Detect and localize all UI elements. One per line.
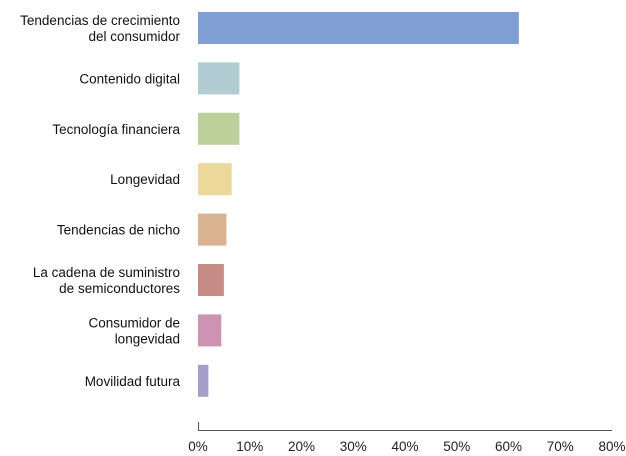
category-label-5: Tendencias de nicho <box>57 223 180 238</box>
x-tick-label: 30% <box>340 439 367 454</box>
category-label-line: Longevidad <box>110 172 180 187</box>
bar-5 <box>198 213 227 246</box>
x-tick-label: 20% <box>288 439 315 454</box>
category-label-line: Tendencias de crecimiento <box>20 13 180 28</box>
category-label-line: Tecnología financiera <box>52 122 180 137</box>
x-tick-label: 40% <box>391 439 418 454</box>
category-label-4: Longevidad <box>110 172 180 187</box>
category-label-1: Tendencias de crecimiento del consumidor <box>20 13 180 44</box>
category-label-line: La cadena de suministro <box>33 265 180 280</box>
category-label-line: de semiconductores <box>59 281 180 296</box>
bar-7 <box>198 314 222 347</box>
category-label-line: del consumidor <box>88 29 180 44</box>
x-tick-label: 50% <box>443 439 470 454</box>
bar-1 <box>198 12 519 44</box>
x-tick-label: 10% <box>236 439 263 454</box>
category-label-3: Tecnología financiera <box>52 122 180 137</box>
bar-2 <box>198 62 240 95</box>
x-tick-label: 60% <box>495 439 522 454</box>
bar-4 <box>198 163 232 196</box>
bar-8 <box>198 364 209 397</box>
x-tick-label: 70% <box>547 439 574 454</box>
x-tick-label: 80% <box>598 439 625 454</box>
bar-6 <box>198 264 224 296</box>
category-label-7: Consumidor de longevidad <box>88 315 180 346</box>
bar-3 <box>198 112 240 145</box>
category-label-8: Movilidad futura <box>85 374 181 389</box>
category-label-line: Contenido digital <box>79 71 180 86</box>
bars-group <box>198 12 519 397</box>
category-label-6: La cadena de suministro de semiconductore… <box>33 265 180 296</box>
category-label-line: longevidad <box>115 331 180 346</box>
category-label-line: Tendencias de nicho <box>57 223 180 238</box>
category-labels: Tendencias de crecimiento del consumidor C… <box>20 13 180 389</box>
x-tick-label: 0% <box>188 439 208 454</box>
x-tick-labels: 0% 10% 20% 30% 40% 50% 60% 70% 80% <box>188 439 625 454</box>
category-label-line: Consumidor de <box>88 315 180 330</box>
category-label-line: Movilidad futura <box>85 374 181 389</box>
category-label-2: Contenido digital <box>79 71 180 86</box>
